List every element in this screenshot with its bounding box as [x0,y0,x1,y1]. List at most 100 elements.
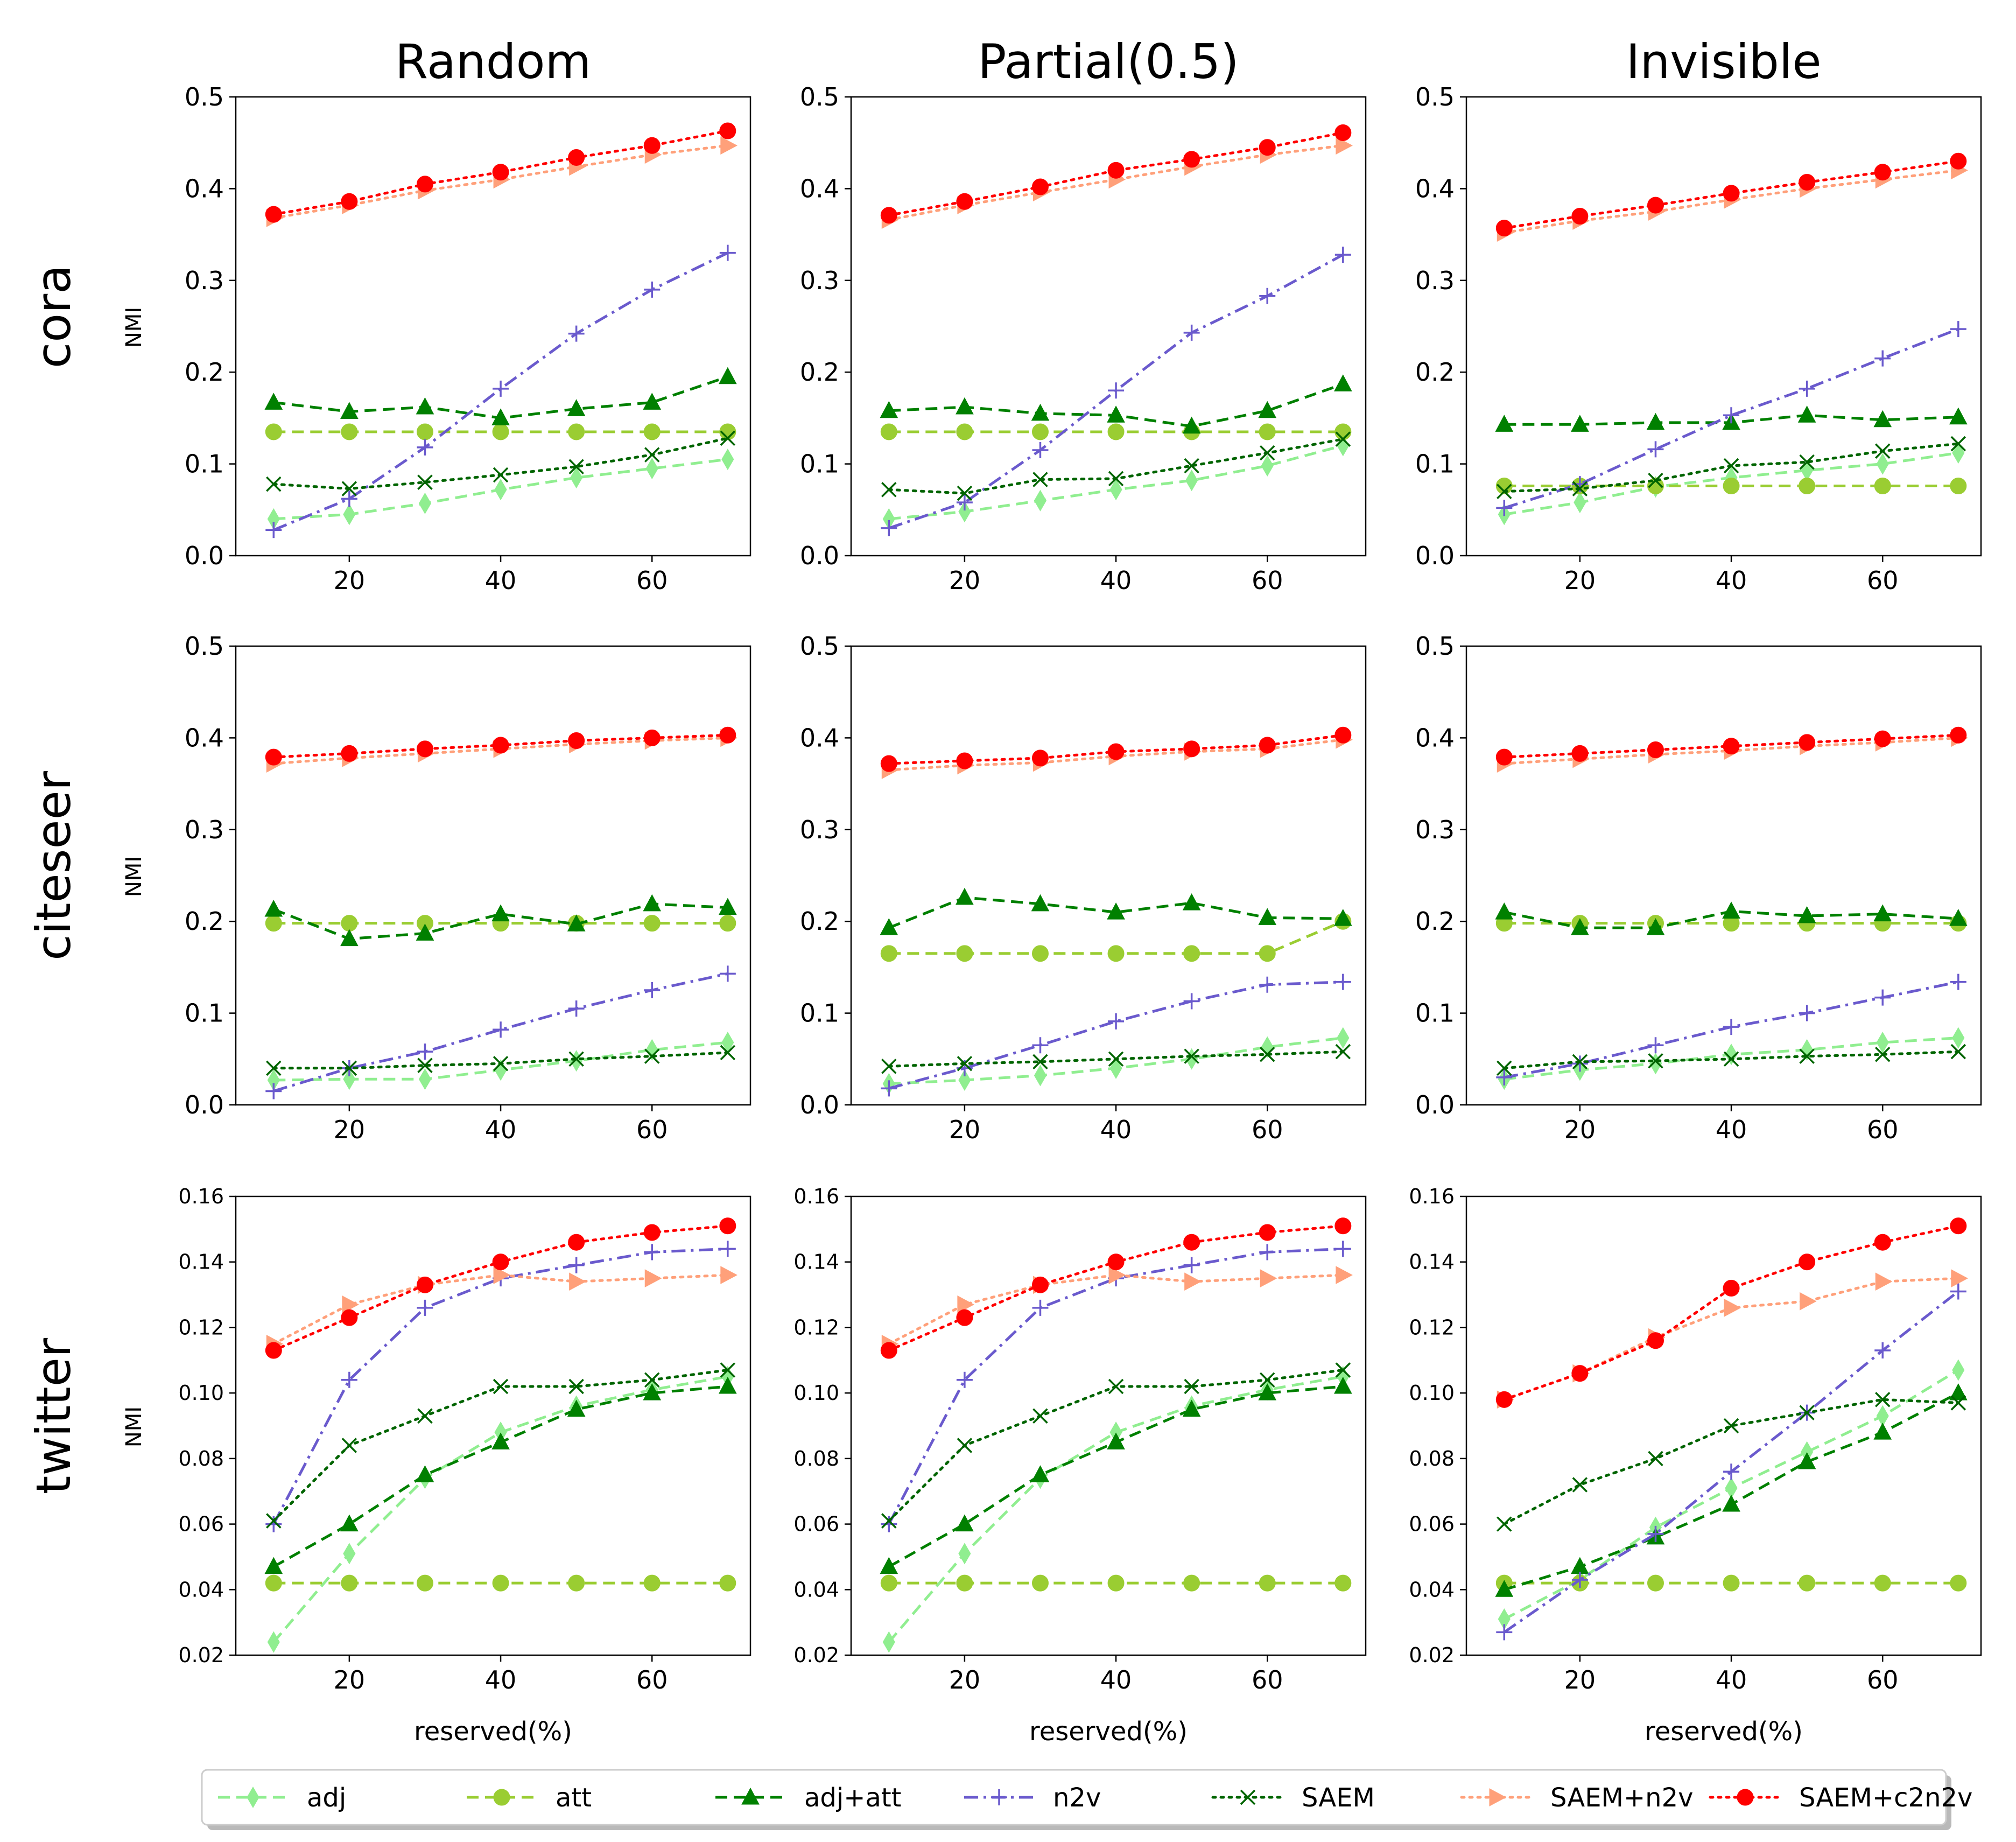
data-point-saem [1260,1047,1275,1062]
data-point-saemn2v [644,1269,662,1287]
data-point-n2v [1799,1005,1815,1021]
data-point-adj [645,458,658,480]
data-point-saem [720,1362,736,1378]
data-point-adjatt [340,929,359,947]
y-tick-label: 0.02 [793,1643,839,1667]
data-point-saem [1260,1372,1275,1388]
panel-citeseer-invisible: 0.0 0.1 0.2 0.3 0.4 0.5 20 40 60 [1415,632,1982,1144]
data-point-saem [957,1438,973,1453]
data-point-saemc2n2v [1107,162,1125,179]
data-point-saem [1260,445,1275,461]
data-point-adjatt [1873,1423,1892,1440]
data-point-adjatt [956,397,974,415]
data-point-saemn2v [1336,136,1353,155]
data-point-adjatt [1333,909,1352,926]
data-point-n2v [1183,1257,1200,1273]
data-point-saem [1799,1048,1815,1064]
panel-twitter-random: 0.02 0.04 0.06 0.08 0.10 0.12 0.14 0.16 20 40 60 [178,1185,751,1694]
data-point-adjatt [1722,901,1740,919]
data-point-att [1031,945,1049,962]
data-point-saemc2n2v [1571,1365,1589,1382]
y-tick-label: 0.2 [800,358,839,387]
x-tick-label: 20 [1564,1115,1596,1144]
data-point-n2v [265,1083,282,1099]
y-tick-label: 0.4 [185,723,224,752]
series-adjatt [264,1376,737,1574]
data-point-saem [1108,1051,1124,1067]
data-point-n2v [1032,442,1049,459]
data-point-n2v [341,1371,357,1388]
series-n2v [265,244,736,538]
series-saem [881,1043,1351,1074]
data-point-adjatt [643,1383,662,1400]
y-tick-label: 0.08 [1409,1447,1455,1470]
data-point-saemc2n2v [1723,738,1740,755]
series-att [880,1574,1352,1592]
x-tick-label: 40 [485,566,517,595]
data-point-saemc2n2v [1183,151,1200,168]
data-point-adjatt [1873,410,1892,428]
data-point-saemc2n2v [1334,1217,1352,1235]
data-point-att [880,423,897,440]
data-point-saemc2n2v [719,1217,736,1235]
data-point-n2v [1647,441,1664,458]
series-att [880,913,1352,962]
row-title-cora: cora [26,265,81,368]
x-axis-label-partial: reserved(%) [1029,1717,1188,1747]
y-tick-label: 0.10 [793,1381,839,1405]
y-tick-label: 0.5 [1415,632,1455,661]
data-point-att [880,945,897,962]
data-point-saem [493,467,509,483]
data-point-saem [644,447,660,463]
data-point-n2v [1950,321,1966,338]
data-point-saem [1799,1405,1815,1420]
series-saem [881,1362,1351,1529]
data-point-saemn2v [493,1266,511,1284]
data-point-saem [341,1060,357,1076]
data-point-adjatt [1258,401,1277,418]
data-point-adjatt [880,918,898,935]
data-point-saemc2n2v [1031,1276,1049,1293]
y-tick-label: 0.0 [800,1090,839,1119]
data-point-saem [957,485,973,501]
y-tick-label: 0.3 [1415,266,1455,295]
data-point-att [719,423,736,440]
data-point-adjatt [1797,1452,1816,1469]
data-point-adjatt [956,1514,974,1532]
data-point-saemc2n2v [880,1342,897,1359]
y-tick-label: 0.4 [800,174,839,203]
data-point-saem [957,1056,973,1071]
data-point-n2v [568,1000,585,1017]
data-point-adj [267,1631,280,1653]
data-point-saem [341,481,357,496]
data-point-att [265,1574,282,1592]
data-point-saemc2n2v [1107,743,1125,760]
data-point-saemc2n2v [1950,1217,1967,1235]
data-point-saemc2n2v [416,1276,433,1293]
legend-label-saemn2v: SAEM+n2v [1550,1783,1694,1813]
data-point-att [1334,1574,1352,1592]
data-point-adjatt [1646,412,1665,430]
data-point-att [1647,1574,1664,1592]
data-point-n2v [265,522,282,538]
y-tick-label: 0.02 [1409,1643,1455,1667]
y-tick-label: 0.1 [800,999,839,1028]
data-point-n2v [1723,1463,1740,1480]
series-saemc2n2v [265,1217,736,1359]
data-point-saemn2v [1951,1269,1968,1287]
data-point-adjatt [491,1432,510,1449]
data-point-n2v [719,244,736,261]
x-tick-label: 20 [334,1115,366,1144]
data-point-saem [417,1057,433,1073]
data-point-saemc2n2v [1874,730,1891,747]
data-point-adjatt [1031,403,1050,421]
data-point-n2v [1108,1013,1125,1029]
data-point-saemc2n2v [341,193,358,210]
data-point-saem [1875,1392,1891,1407]
data-point-saemn2v [1875,1272,1893,1291]
data-point-n2v [1496,1624,1513,1641]
data-point-n2v [881,520,897,536]
data-point-adj [1034,489,1047,512]
data-point-att [956,1574,973,1592]
data-point-saemc2n2v [1183,1234,1200,1251]
